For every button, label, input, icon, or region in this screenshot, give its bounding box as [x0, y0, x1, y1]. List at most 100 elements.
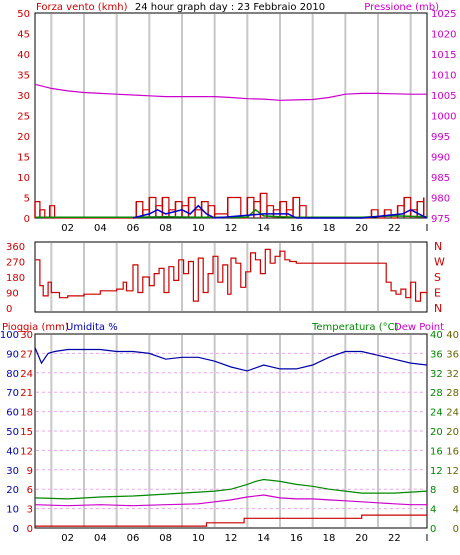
pressure-y-tick-label: 985: [431, 173, 450, 184]
humidity-y-tick-label: 50: [6, 427, 19, 438]
temp-panel-x-tick-label: 06: [127, 533, 140, 544]
temp-panel-x-tick-label: I: [426, 533, 429, 544]
direction-y-tick-label: 0: [6, 304, 12, 315]
wind-direction-line: [35, 248, 428, 302]
wind-y-tick-label: 50: [17, 9, 30, 20]
humidity-y-tick-label: 100: [0, 330, 19, 341]
wind-y-tick-label: 5: [24, 194, 30, 205]
pressure-y-tick-label: 1020: [431, 30, 456, 41]
wind-y-tick-label: 25: [17, 112, 30, 123]
temperature-outer-tick-label: 24: [446, 408, 459, 419]
humidity-y-tick-label: 40: [6, 446, 19, 457]
humidity-y-tick-label: 30: [6, 466, 19, 477]
wind-y-tick-label: 0: [24, 214, 30, 225]
humidity-y-tick-label: 90: [6, 349, 19, 360]
wind-panel-x-tick-label: I: [426, 223, 429, 234]
temp-panel-x-tick-label: 22: [388, 533, 401, 544]
wind-panel-x-tick-label: 06: [127, 223, 140, 234]
rain-axis-label: Pioggia (mm): [2, 322, 69, 333]
pressure-y-tick-label: 1005: [431, 91, 456, 102]
humidity-y-tick-label: 80: [6, 369, 19, 380]
temp-panel-x-tick-label: 12: [225, 533, 238, 544]
humidity-y-tick-label: 10: [6, 505, 19, 516]
wind-panel-x-tick-label: 14: [257, 223, 270, 234]
temperature-outer-tick-label: 16: [446, 446, 459, 457]
wind-panel-title: 24 hour graph day : 23 Febbraio 2010: [135, 2, 325, 13]
wind-y-tick-label: 20: [17, 132, 30, 143]
temperature-y-tick-label: 24: [430, 408, 443, 419]
pressure-y-tick-label: 975: [431, 214, 450, 225]
rain-y-tick-label: 27: [20, 349, 33, 360]
temp-panel-x-tick-label: 14: [257, 533, 270, 544]
temp-panel-x-tick-label: 16: [290, 533, 303, 544]
temperature-y-tick-label: 36: [430, 349, 443, 360]
direction-y-tick-label: 180: [6, 273, 25, 284]
wind-speed-line: [35, 192, 425, 219]
temperature-y-tick-label: 8: [430, 485, 436, 496]
wind-y-tick-label: 10: [17, 173, 30, 184]
wind-panel-x-tick-label: 22: [388, 223, 401, 234]
temp-panel-x-tick-label: 18: [323, 533, 336, 544]
rain-y-tick-label: 3: [27, 505, 33, 516]
wind-y-tick-label: 30: [17, 91, 30, 102]
rain-y-tick-label: 21: [20, 388, 33, 399]
humidity-y-tick-label: 0: [13, 524, 19, 535]
direction-compass-label: S: [434, 271, 441, 284]
rain-y-tick-label: 30: [20, 330, 33, 341]
temperature-outer-tick-label: 36: [446, 349, 459, 360]
humidity-y-tick-label: 60: [6, 408, 19, 419]
temperature-outer-tick-label: 28: [446, 388, 459, 399]
rain-y-tick-label: 24: [20, 369, 33, 380]
direction-compass-label: W: [434, 256, 445, 269]
wind-y-tick-label: 45: [17, 30, 30, 41]
rain-y-tick-label: 12: [20, 446, 33, 457]
dew-point-line: [34, 494, 427, 507]
wind-gust-line: [132, 204, 428, 219]
temperature-y-tick-label: 32: [430, 369, 443, 380]
temp-panel-x-tick-label: 10: [192, 533, 205, 544]
direction-compass-label: N: [434, 302, 442, 315]
wind-y-tick-label: 35: [17, 71, 30, 82]
temperature-outer-tick-label: 32: [446, 369, 459, 380]
pressure-y-tick-label: 1015: [431, 50, 456, 61]
humidity-axis-label: Umidita %: [66, 322, 118, 333]
wind-panel-x-tick-label: 02: [61, 223, 74, 234]
dew-point-legend: Dew Point: [394, 322, 444, 333]
rain-y-tick-label: 6: [27, 485, 33, 496]
wind-panel-frame: [34, 12, 428, 219]
wind-panel-x-tick-label: 12: [225, 223, 238, 234]
temperature-outer-tick-label: 12: [446, 466, 459, 477]
temp-panel-x-tick-label: 02: [61, 533, 74, 544]
temperature-outer-tick-label: 40: [446, 330, 459, 341]
pressure-line: [34, 83, 427, 101]
wind-panel-x-tick-label: 16: [290, 223, 303, 234]
rain-y-tick-label: 18: [20, 408, 33, 419]
direction-y-tick-label: 270: [6, 258, 25, 269]
pressure-y-tick-label: 995: [431, 132, 450, 143]
wind-panel-x-tick-label: 10: [192, 223, 205, 234]
direction-compass-label: E: [434, 287, 441, 300]
temp-panel-x-tick-label: 20: [355, 533, 368, 544]
temperature-y-tick-label: 16: [430, 446, 443, 457]
temperature-outer-tick-label: 4: [453, 505, 459, 516]
temperature-y-tick-label: 0: [430, 524, 436, 535]
direction-y-tick-label: 90: [6, 289, 19, 300]
rain-line: [35, 514, 427, 527]
wind-panel-x-tick-label: 04: [94, 223, 107, 234]
pressure-y-tick-label: 980: [431, 194, 450, 205]
temperature-outer-tick-label: 8: [453, 485, 459, 496]
wind-panel-x-tick-label: 18: [323, 223, 336, 234]
wind-panel-x-tick-label: 20: [355, 223, 368, 234]
pressure-y-tick-label: 1025: [431, 9, 456, 20]
pressure-axis-label: Pressione (mb): [364, 2, 439, 13]
wind-y-tick-label: 15: [17, 153, 30, 164]
humidity-y-tick-label: 70: [6, 388, 19, 399]
rain-y-tick-label: 15: [20, 427, 33, 438]
pressure-y-tick-label: 990: [431, 153, 450, 164]
temperature-y-tick-label: 28: [430, 388, 443, 399]
pressure-y-tick-label: 1010: [431, 71, 456, 82]
wind-axis-label: Forza vento (kmh): [36, 2, 128, 13]
temp-panel-x-tick-label: 08: [159, 533, 172, 544]
